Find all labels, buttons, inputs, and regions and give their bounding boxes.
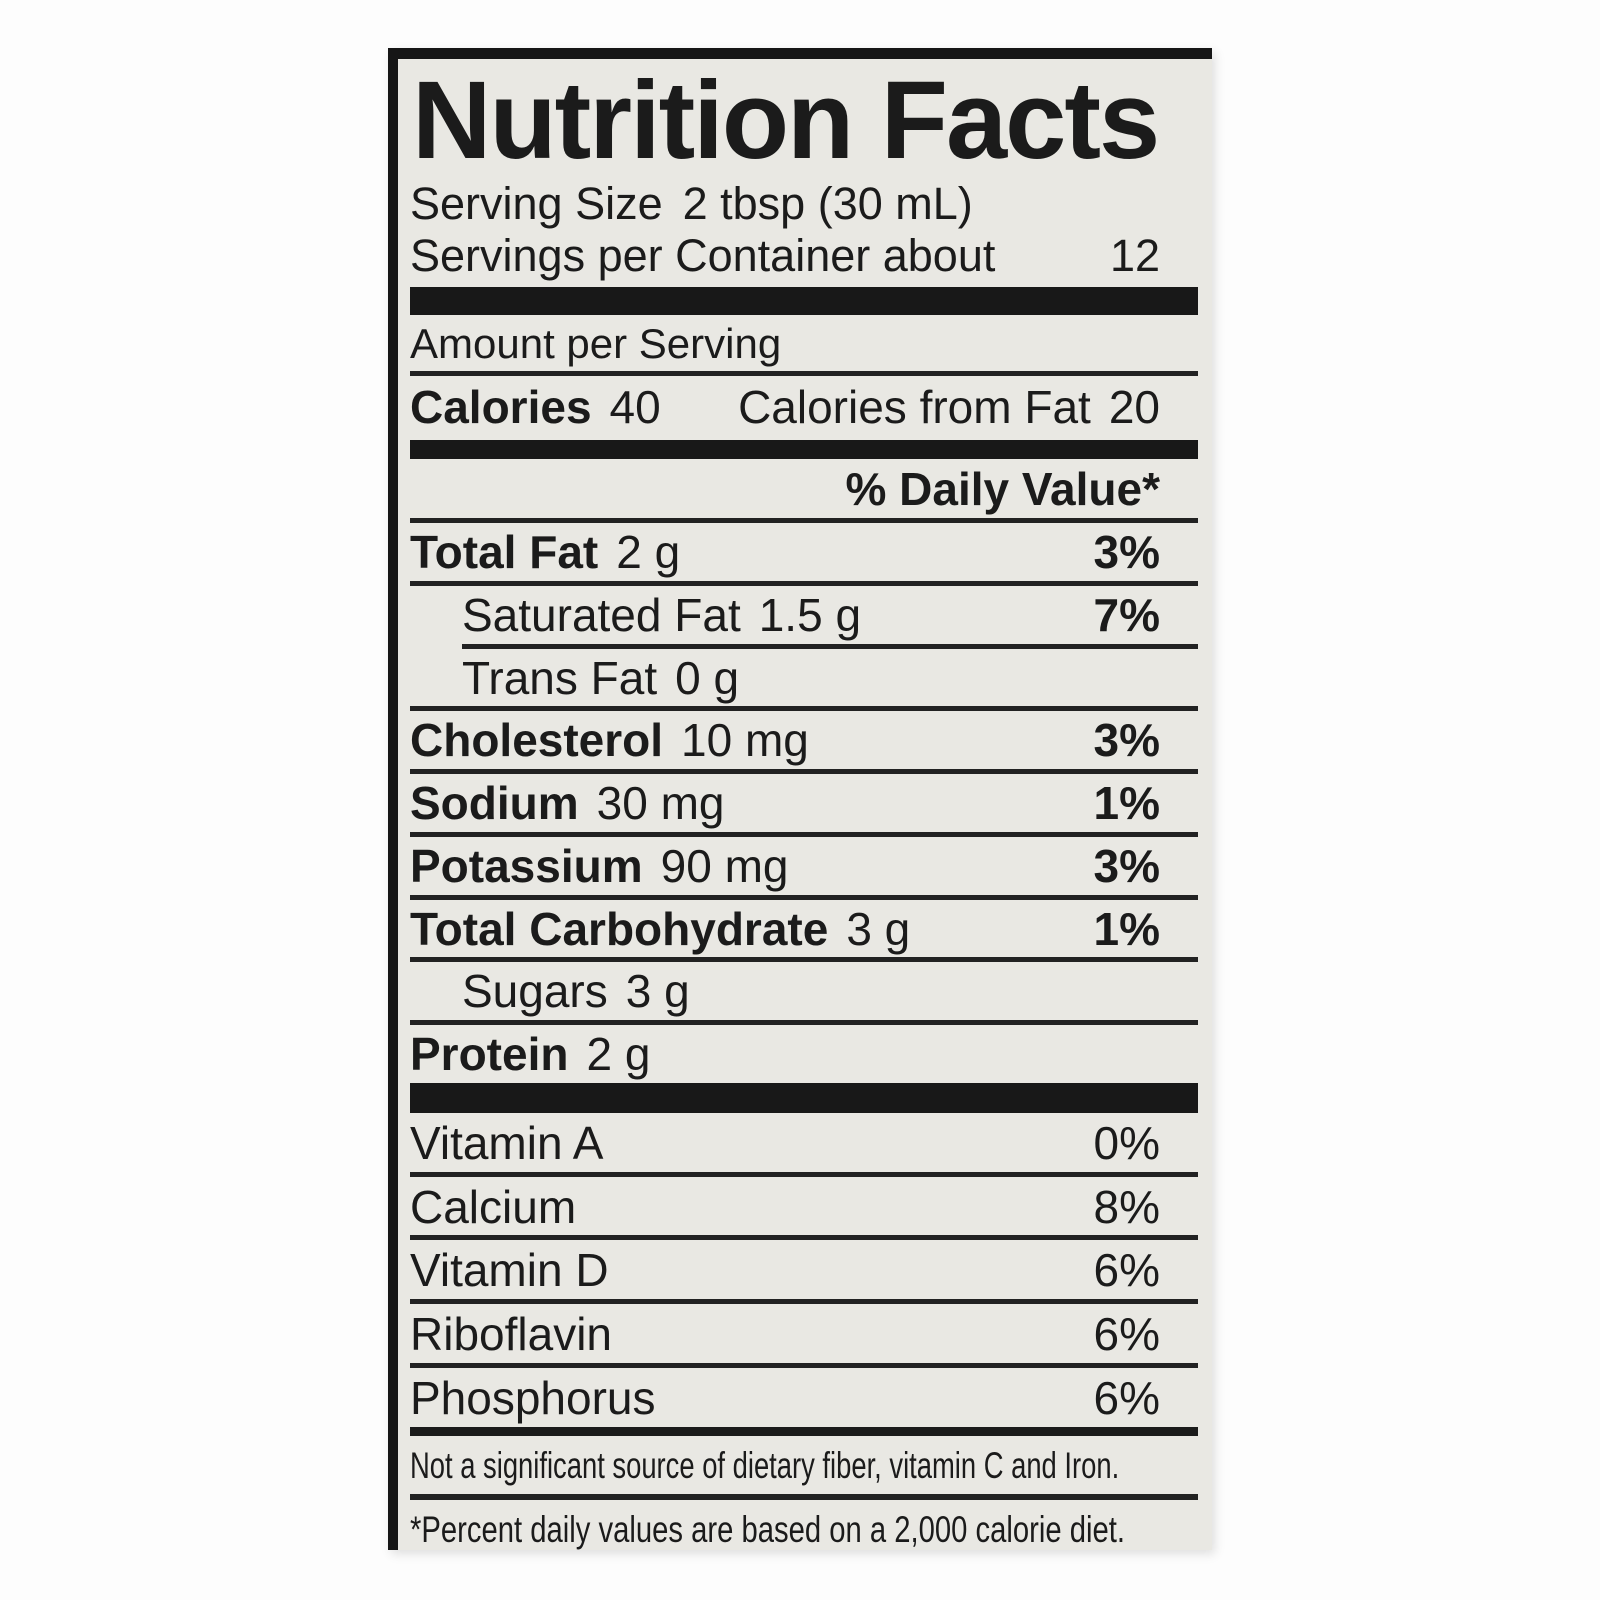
calories-from-fat-value: 20 <box>1108 380 1160 433</box>
vitamin-name: Phosphorus <box>410 1371 656 1424</box>
nutrient-daily-value: 3% <box>1093 526 1160 579</box>
divider-indented <box>462 643 1198 649</box>
nutrient-row-total-fat: Total Fat 2 g 3% <box>410 523 1198 581</box>
daily-value-header: % Daily Value* <box>845 463 1161 516</box>
vitamin-row-riboflavin: Riboflavin 6% <box>410 1304 1198 1363</box>
divider <box>410 1362 1198 1368</box>
vitamin-name: Vitamin D <box>410 1244 609 1297</box>
vitamin-daily-value: 6% <box>1093 1244 1160 1297</box>
servings-per-container-label: Servings per Container about <box>410 230 996 282</box>
nutrient-amount: 1.5 g <box>758 588 862 641</box>
nutrient-row-cholesterol: Cholesterol 10 mg 3% <box>410 711 1198 769</box>
serving-size-row: Serving Size 2 tbsp (30 mL) <box>410 177 1198 229</box>
footnote-percent-daily: *Percent daily values are based on a 2,0… <box>410 1500 1198 1559</box>
amount-per-serving-label: Amount per Serving <box>410 319 782 367</box>
section-bar-top <box>410 286 1198 315</box>
divider <box>410 1020 1198 1026</box>
vitamin-daily-value: 0% <box>1093 1116 1160 1169</box>
section-bar-calories <box>410 440 1198 460</box>
calories-from-fat-label: Calories from Fat <box>738 380 1091 433</box>
nutrient-daily-value: 3% <box>1093 839 1160 892</box>
vitamin-daily-value: 6% <box>1093 1308 1160 1361</box>
nutrient-row-sugars: Sugars 3 g <box>410 962 1198 1020</box>
vitamin-row-calcium: Calcium 8% <box>410 1177 1198 1236</box>
nutrient-daily-value: 1% <box>1093 902 1160 955</box>
nutrient-name: Saturated Fat <box>462 588 741 641</box>
nutrient-name: Total Carbohydrate <box>410 902 829 955</box>
nutrient-amount: 10 mg <box>681 714 809 767</box>
vitamin-row-vitamin-a: Vitamin A 0% <box>410 1113 1198 1172</box>
vitamin-name: Calcium <box>410 1180 577 1233</box>
divider <box>410 1494 1198 1501</box>
divider <box>410 706 1198 712</box>
nutrient-daily-value: 3% <box>1093 714 1160 767</box>
vitamin-name: Vitamin A <box>410 1116 604 1169</box>
divider <box>410 580 1198 586</box>
nutrient-row-trans-fat: Trans Fat 0 g <box>410 649 1198 707</box>
nutrient-name: Trans Fat <box>462 651 658 704</box>
divider <box>410 1171 1198 1177</box>
nutrient-amount: 2 g <box>586 1028 651 1081</box>
nutrient-amount: 30 mg <box>596 777 725 830</box>
nutrient-row-sodium: Sodium 30 mg 1% <box>410 774 1198 832</box>
vitamin-row-phosphorus: Phosphorus 6% <box>410 1368 1198 1427</box>
label-title: Nutrition Facts <box>412 59 1160 182</box>
nutrition-facts-label: Nutrition Facts Serving Size 2 tbsp (30 … <box>388 48 1212 1550</box>
divider <box>410 769 1198 775</box>
calories-row: Calories 40 Calories from Fat 20 <box>410 376 1198 441</box>
divider <box>410 1299 1198 1305</box>
footnote-not-significant: Not a significant source of dietary fibe… <box>410 1436 1198 1495</box>
nutrient-daily-value: 1% <box>1093 777 1160 830</box>
divider <box>410 957 1198 963</box>
section-bar-vitamins <box>410 1082 1198 1113</box>
calories-label: Calories <box>410 380 592 433</box>
nutrient-amount: 0 g <box>675 651 740 704</box>
divider <box>410 370 1198 376</box>
nutrient-amount: 3 g <box>846 902 911 955</box>
nutrient-name: Total Fat <box>410 526 599 579</box>
nutrient-name: Sodium <box>410 777 579 830</box>
serving-size-value: 2 tbsp (30 mL) <box>682 177 973 229</box>
vitamin-name: Riboflavin <box>410 1308 612 1361</box>
divider <box>410 831 1198 837</box>
nutrient-row-saturated-fat: Saturated Fat 1.5 g 7% <box>410 586 1198 644</box>
nutrient-name: Potassium <box>410 839 643 892</box>
serving-size-label: Serving Size <box>410 177 663 229</box>
calories-value: 40 <box>609 380 661 433</box>
servings-per-container-row: Servings per Container about 12 <box>410 230 1198 282</box>
footnote-text: Not a significant source of dietary fibe… <box>410 1444 1120 1486</box>
nutrient-daily-value: 7% <box>1093 588 1160 641</box>
nutrient-row-protein: Protein 2 g <box>410 1025 1198 1083</box>
divider <box>410 1235 1198 1241</box>
vitamin-daily-value: 8% <box>1093 1180 1160 1233</box>
nutrient-name: Cholesterol <box>410 714 664 767</box>
nutrient-row-total-carbohydrate: Total Carbohydrate 3 g 1% <box>410 900 1198 958</box>
divider-heavy <box>410 1426 1198 1436</box>
nutrient-name: Sugars <box>462 965 608 1018</box>
nutrient-name: Protein <box>410 1028 569 1081</box>
vitamin-daily-value: 6% <box>1093 1371 1160 1424</box>
vitamin-row-vitamin-d: Vitamin D 6% <box>410 1240 1198 1299</box>
nutrient-amount: 2 g <box>616 526 681 579</box>
nutrient-amount: 3 g <box>625 965 690 1018</box>
divider <box>410 518 1198 524</box>
footnote-text: *Percent daily values are based on a 2,0… <box>410 1509 1125 1551</box>
divider <box>410 894 1198 900</box>
nutrient-amount: 90 mg <box>660 839 789 892</box>
nutrient-row-potassium: Potassium 90 mg 3% <box>410 837 1198 895</box>
servings-per-container-value: 12 <box>1109 230 1160 282</box>
